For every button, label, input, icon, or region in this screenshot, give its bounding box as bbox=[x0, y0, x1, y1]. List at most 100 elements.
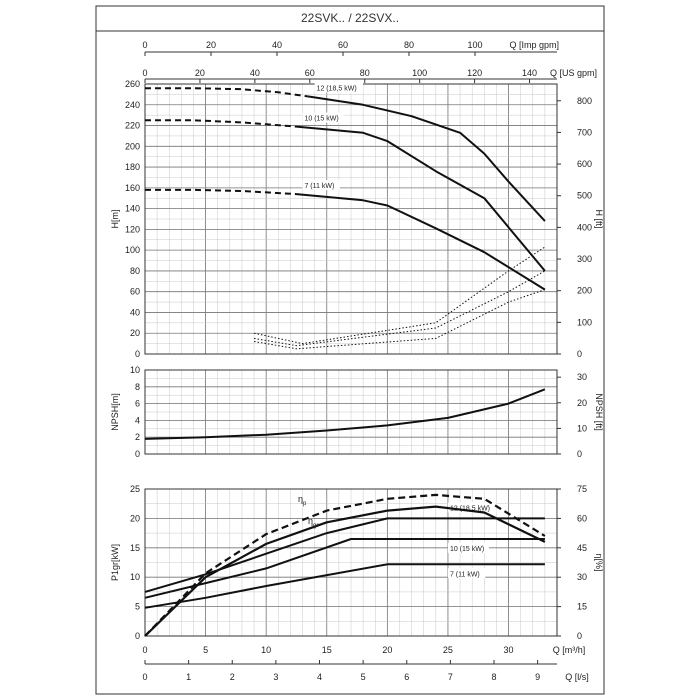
power-curve-1 bbox=[144, 538, 545, 599]
right-tick-label: 10 bbox=[577, 423, 587, 433]
us-tick-label: 100 bbox=[412, 68, 427, 78]
head-curve-0 bbox=[308, 95, 546, 222]
efficiency-curve-1 bbox=[144, 505, 546, 637]
power-curve-label-bg bbox=[447, 568, 486, 579]
m3h-tick-label: 10 bbox=[261, 645, 271, 655]
head-curve-label-bg bbox=[302, 112, 344, 123]
m3h-tick-label: 15 bbox=[322, 645, 332, 655]
power-curve-label: 10 (15 kW) bbox=[450, 546, 484, 553]
efficiency-curve-0 bbox=[144, 493, 546, 637]
ls-tick-label: 5 bbox=[361, 672, 366, 682]
right-tick-label: 30 bbox=[577, 372, 587, 382]
right-tick-label: 60 bbox=[577, 513, 587, 523]
left-tick-label: 260 bbox=[125, 79, 140, 89]
left-tick-label: 240 bbox=[125, 100, 140, 110]
dotted-envelope bbox=[254, 289, 546, 350]
us-tick-label: 40 bbox=[250, 68, 260, 78]
m3h-axis-title: Q [m³/h] bbox=[553, 645, 586, 655]
head-curve-1 bbox=[296, 125, 546, 272]
ls-tick-label: 2 bbox=[230, 672, 235, 682]
right-axis-title: NPSH [ft] bbox=[594, 393, 604, 431]
panel-border bbox=[144, 488, 558, 637]
left-tick-label: 220 bbox=[125, 121, 140, 131]
right-tick-label: 600 bbox=[577, 159, 592, 169]
power-curve-label-bg bbox=[447, 502, 497, 513]
ls-tick-label: 9 bbox=[535, 672, 540, 682]
head-curve-label-bg bbox=[302, 180, 340, 191]
left-tick-label: 140 bbox=[125, 204, 140, 214]
power-curve-label-bg bbox=[447, 542, 489, 553]
ls-axis-title: Q [l/s] bbox=[565, 672, 589, 682]
us-tick-label: 140 bbox=[522, 68, 537, 78]
head-curve-dashed-0 bbox=[145, 87, 309, 98]
head-curve-label-bg bbox=[314, 82, 363, 93]
head-curve-dashed-1 bbox=[145, 119, 297, 128]
us-tick-label: 80 bbox=[360, 68, 370, 78]
left-tick-label: 15 bbox=[130, 543, 140, 553]
power-curve-label: 7 (11 kW) bbox=[450, 571, 480, 578]
left-tick-label: 10 bbox=[130, 365, 140, 375]
us-tick-label: 20 bbox=[195, 68, 205, 78]
power-curve-0 bbox=[144, 517, 545, 593]
right-tick-label: 200 bbox=[577, 286, 592, 296]
left-tick-label: 8 bbox=[135, 382, 140, 392]
ls-tick-label: 8 bbox=[491, 672, 496, 682]
ls-tick-label: 0 bbox=[142, 672, 147, 682]
left-tick-label: 0 bbox=[135, 631, 140, 641]
left-tick-label: 5 bbox=[135, 602, 140, 612]
us-axis-title: Q [US gpm] bbox=[550, 68, 597, 78]
imp-tick-label: 0 bbox=[142, 40, 147, 50]
left-tick-label: 10 bbox=[130, 572, 140, 582]
efficiency-label-subscript: gr bbox=[313, 523, 318, 529]
m3h-tick-label: 5 bbox=[203, 645, 208, 655]
us-tick-label: 60 bbox=[305, 68, 315, 78]
ls-tick-label: 4 bbox=[317, 672, 322, 682]
us-tick-label: 120 bbox=[467, 68, 482, 78]
power-curve-label: 12 (18,5 kW) bbox=[450, 505, 490, 512]
us-tick-label: 0 bbox=[142, 68, 147, 78]
imp-tick-label: 60 bbox=[338, 40, 348, 50]
panel-border bbox=[144, 369, 558, 455]
left-tick-label: 200 bbox=[125, 141, 140, 151]
head-curve-dashed-2 bbox=[145, 188, 297, 196]
left-tick-label: 25 bbox=[130, 484, 140, 494]
efficiency-label-subscript: p bbox=[303, 501, 307, 507]
left-tick-label: 2 bbox=[135, 432, 140, 442]
left-tick-label: 20 bbox=[130, 328, 140, 338]
left-tick-label: 80 bbox=[130, 266, 140, 276]
m3h-tick-label: 20 bbox=[382, 645, 392, 655]
right-axis-title: η[%] bbox=[594, 553, 604, 571]
right-tick-label: 0 bbox=[577, 349, 582, 359]
left-tick-label: 120 bbox=[125, 224, 140, 234]
right-tick-label: 20 bbox=[577, 398, 587, 408]
imp-tick-label: 20 bbox=[206, 40, 216, 50]
left-axis-title: NPSH[m] bbox=[110, 393, 120, 431]
left-tick-label: 0 bbox=[135, 349, 140, 359]
npsh-curve bbox=[144, 388, 546, 440]
head-curve-2 bbox=[296, 193, 546, 291]
right-tick-label: 800 bbox=[577, 96, 592, 106]
efficiency-label: ηgr bbox=[308, 516, 318, 529]
right-tick-label: 100 bbox=[577, 317, 592, 327]
right-tick-label: 500 bbox=[577, 191, 592, 201]
right-tick-label: 75 bbox=[577, 484, 587, 494]
left-axis-title: H[m] bbox=[110, 210, 120, 229]
head-curve-label: 12 (18,5 kW) bbox=[317, 85, 357, 92]
left-tick-label: 0 bbox=[135, 449, 140, 459]
imp-tick-label: 100 bbox=[467, 40, 482, 50]
imp-axis-title: Q [Imp gpm] bbox=[509, 40, 559, 50]
right-tick-label: 45 bbox=[577, 543, 587, 553]
right-axis-title: H [ft] bbox=[594, 209, 604, 228]
right-tick-label: 15 bbox=[577, 602, 587, 612]
m3h-tick-label: 30 bbox=[504, 645, 514, 655]
right-tick-label: 0 bbox=[577, 449, 582, 459]
dotted-envelope bbox=[254, 270, 546, 347]
left-tick-label: 40 bbox=[130, 307, 140, 317]
right-tick-label: 700 bbox=[577, 127, 592, 137]
right-tick-label: 400 bbox=[577, 222, 592, 232]
head-curve-label: 7 (11 kW) bbox=[304, 183, 334, 190]
chart-title: 22SVK.. / 22SVX.. bbox=[301, 11, 399, 25]
left-tick-label: 6 bbox=[135, 399, 140, 409]
